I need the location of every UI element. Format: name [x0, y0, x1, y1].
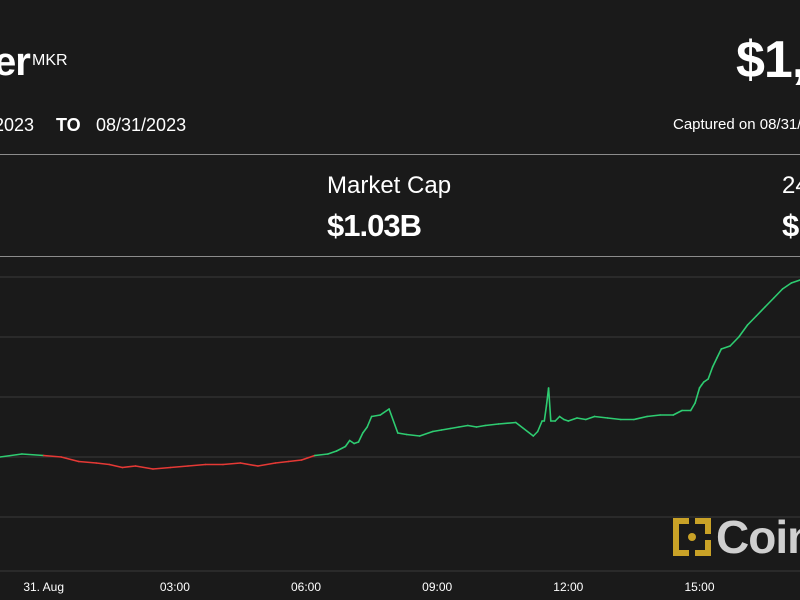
price-line-segment: [348, 439, 355, 445]
price-line-segment: [431, 429, 443, 433]
price-line-segment: [42, 454, 63, 458]
price-line-segment: [405, 433, 421, 437]
price-line-segment: [418, 430, 434, 437]
price-line-segment: [633, 415, 648, 421]
asset-ticker: MKR: [32, 52, 68, 69]
market-cap-label: Market Cap: [327, 172, 452, 199]
price-line-segment: [313, 453, 329, 457]
watermark-text: Coin: [716, 511, 800, 563]
price-line-segment: [593, 415, 609, 419]
price-line-segment: [689, 402, 696, 412]
price-line-segment: [239, 462, 259, 467]
price-line-segment: [567, 417, 578, 422]
price-line-segment: [716, 348, 723, 359]
price-line-segment: [554, 415, 561, 422]
price-line-segment: [606, 417, 622, 421]
price-line-segment: [361, 426, 369, 434]
price-line-segment: [547, 387, 552, 422]
price-line-segment: [21, 453, 45, 457]
price-line-segment: [344, 439, 351, 448]
volume-value: $: [782, 208, 800, 243]
price-line-segment: [790, 279, 800, 284]
x-tick-label: 03:00: [160, 580, 190, 594]
price-line-segment: [335, 445, 347, 452]
price-line-segment: [702, 378, 710, 383]
header-divider: [0, 154, 800, 155]
price-line-segment: [357, 432, 364, 443]
price-line-segment: [720, 345, 731, 350]
asset-name: er: [0, 40, 31, 84]
volume-label: 24: [782, 172, 800, 199]
captured-on-label: Captured on 08/31/: [673, 116, 800, 133]
price-line-segment: [396, 432, 408, 436]
price-line-segment: [169, 465, 189, 469]
price-line-segment: [764, 297, 775, 308]
price-line-segment: [672, 409, 683, 416]
price-line-segment: [379, 408, 390, 416]
price-line-segment: [0, 453, 23, 458]
price-line-segment: [746, 315, 758, 326]
x-tick-label: 12:00: [553, 580, 583, 594]
price-chart: 31. Aug 03:00 06:00 09:00 12:00 15:00: [0, 276, 800, 594]
price-line-segment: [95, 462, 111, 466]
price-line-segment: [366, 415, 373, 428]
price-line-segment: [729, 336, 740, 347]
price-line-segment: [108, 463, 124, 469]
price-line-segment: [475, 424, 487, 428]
price-line: [0, 279, 800, 470]
x-tick-label: 06:00: [291, 580, 321, 594]
current-price: $1,1: [736, 31, 800, 89]
price-line-segment: [187, 463, 207, 467]
price-line-segment: [737, 324, 749, 338]
price-line-segment: [121, 465, 137, 469]
price-line-segment: [584, 415, 596, 421]
price-line-segment: [514, 421, 535, 437]
chart-gridlines: [0, 276, 800, 572]
price-line-segment: [440, 427, 452, 431]
price-line-segment: [711, 357, 718, 368]
x-tick-label: 15:00: [684, 580, 714, 594]
price-line-segment: [532, 430, 539, 437]
price-line-segment: [772, 288, 784, 299]
price-line-segment: [707, 366, 714, 380]
market-cap-value: $1.03B: [327, 208, 422, 243]
x-tick-label: 09:00: [422, 580, 452, 594]
price-line-segment: [77, 460, 97, 464]
price-line-segment: [274, 460, 290, 464]
price-line-segment: [558, 415, 565, 421]
price-line-segment: [134, 465, 154, 470]
price-line-segment: [60, 456, 80, 463]
price-line-segment: [543, 405, 548, 422]
coindesk-logo-icon: [673, 518, 711, 556]
price-line-segment: [646, 414, 661, 418]
from-date: 2023: [0, 115, 35, 135]
to-date: 08/31/2023: [96, 115, 187, 135]
price-line-segment: [576, 417, 587, 421]
price-line-segment: [152, 466, 172, 470]
x-axis-ticks: 31. Aug 03:00 06:00 09:00 12:00 15:00: [23, 580, 714, 594]
to-label: TO: [56, 115, 81, 135]
price-line-segment: [484, 423, 500, 427]
price-line-segment: [781, 282, 793, 290]
price-line-segment: [222, 462, 242, 466]
price-line-segment: [449, 426, 460, 430]
price-line-segment: [466, 424, 478, 428]
price-line-segment: [257, 462, 277, 467]
price-line-segment: [536, 420, 543, 433]
price-line-segment: [458, 424, 469, 428]
price-line-segment: [497, 421, 517, 425]
price-line-segment: [370, 414, 382, 418]
price-line-segment: [755, 306, 766, 317]
price-line-segment: [287, 459, 303, 463]
price-line-segment: [300, 454, 316, 461]
x-tick-label: 31. Aug: [23, 580, 64, 594]
stats-divider: [0, 256, 800, 257]
price-line-segment: [694, 387, 701, 404]
price-line-segment: [327, 450, 338, 455]
price-line-segment: [388, 408, 399, 434]
